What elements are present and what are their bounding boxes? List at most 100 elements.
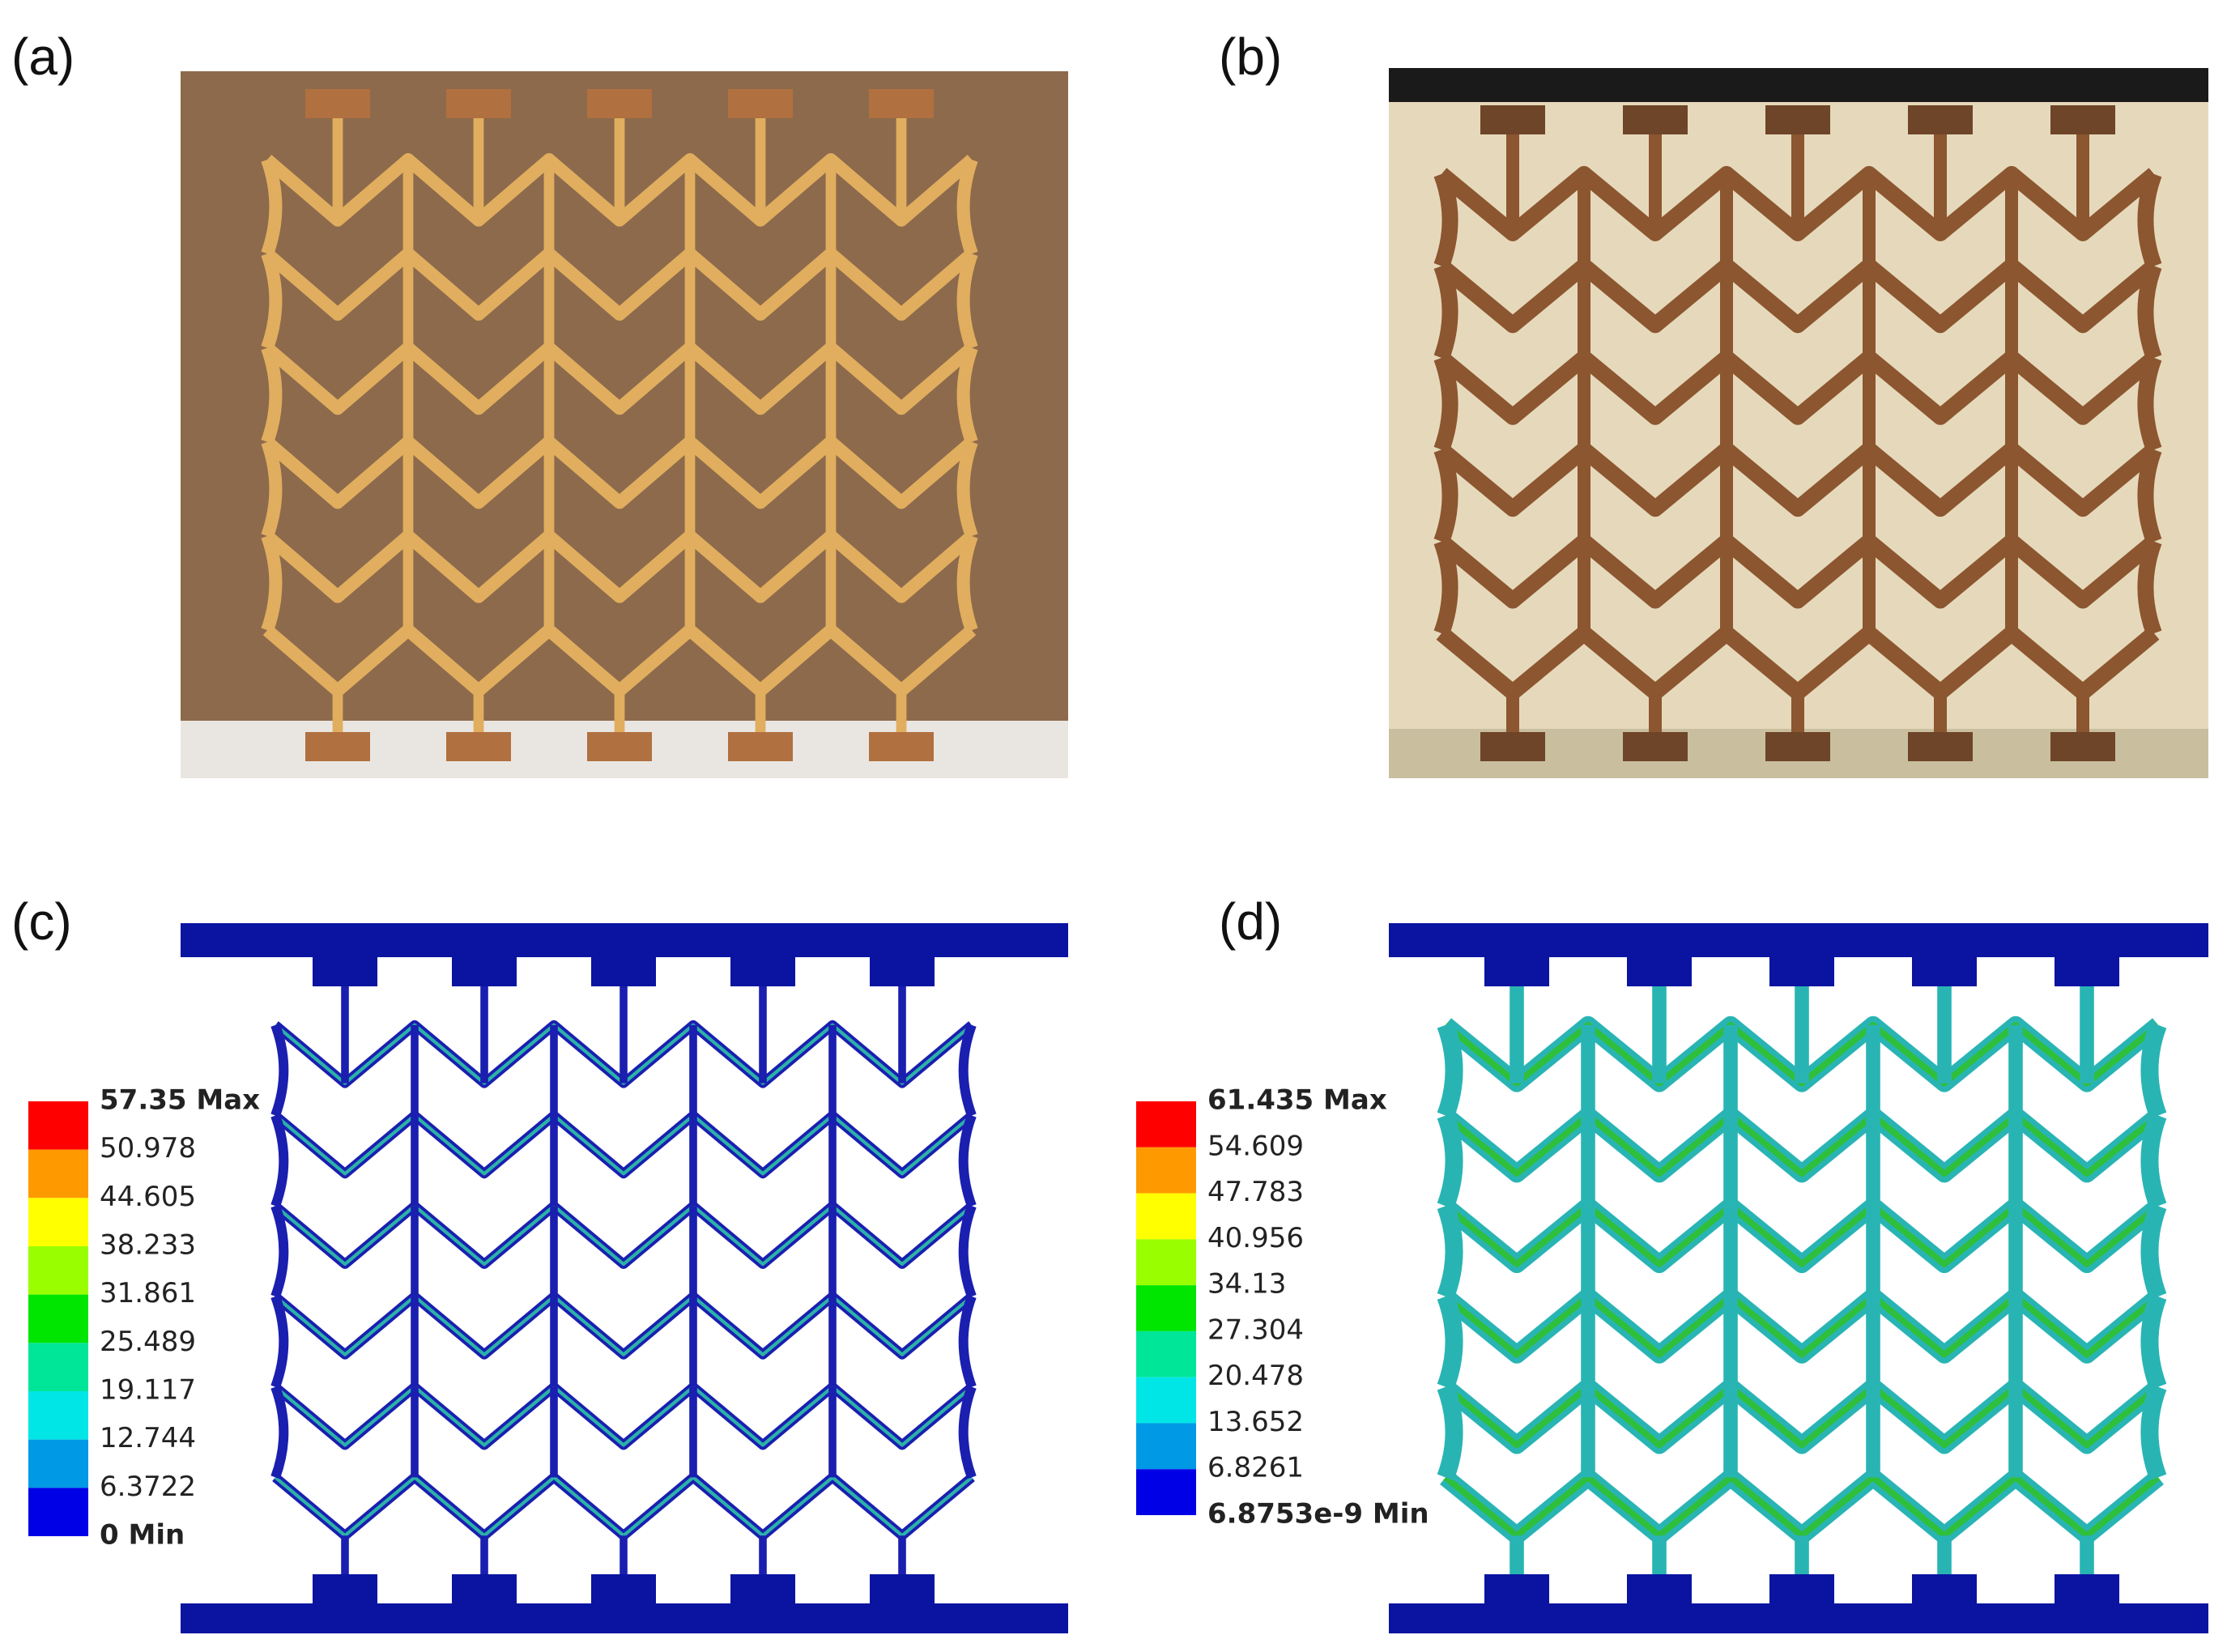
legend-label: 44.605 [100,1181,196,1213]
connector-block [591,957,656,986]
connector-block [2050,732,2115,761]
side-wall [1433,446,1458,545]
side-wall [956,157,978,257]
connector-block [730,1574,795,1603]
side-wall [956,251,978,351]
side-wall [1433,539,1458,637]
stress-band [1443,1383,2161,1449]
side-wall [270,1385,289,1480]
connector-block [313,957,377,986]
stress-band [274,1204,973,1267]
legend-label: 50.978 [100,1132,196,1164]
side-wall [956,440,978,539]
legend-swatch [28,1101,88,1150]
legend-swatch [28,1439,88,1488]
connector-block [1908,732,1973,761]
legend-label: 47.783 [1207,1176,1304,1208]
connector-block [313,1574,377,1603]
legend-label: 57.35 Max [100,1084,260,1117]
zigzag-beam [262,341,977,415]
bottom-plate [181,1603,1068,1633]
zigzag-beam [1436,533,2160,609]
legend-label: 25.489 [100,1326,196,1358]
connector-block [870,957,935,986]
panel-label: (d) [1219,892,1282,951]
side-wall [956,345,978,445]
legend-swatch [28,1391,88,1440]
connector-block [869,732,934,761]
connector-block [446,89,511,118]
side-wall [1437,1203,1463,1300]
side-wall [2137,171,2162,269]
side-wall [261,251,283,351]
connector-block [305,89,370,118]
connector-block [1765,732,1830,761]
legend-swatch [28,1488,88,1536]
panel-label: (b) [1219,28,1282,86]
side-wall [1437,1021,1463,1119]
stress-band [1443,1112,2161,1177]
fea-model [270,957,977,1603]
connector-block [869,89,934,118]
legend-label: 0 Min [100,1519,185,1552]
connector-block [446,732,511,761]
zigzag-beam [1436,349,2160,425]
connector-block [2055,1574,2119,1603]
side-wall [270,1113,289,1208]
top-plate [181,923,1068,957]
connector-block [1623,732,1688,761]
side-wall [2137,446,2162,545]
connector-block [452,957,517,986]
side-wall [2140,1112,2167,1210]
connector-block [728,732,793,761]
legend-label: 6.8261 [1207,1452,1304,1484]
side-wall [1437,1112,1463,1210]
side-wall [2140,1021,2167,1119]
side-wall [270,1294,289,1389]
connector-block [1480,732,1545,761]
side-wall [261,440,283,539]
legend-label: 6.3722 [100,1471,196,1503]
connector-block [1912,1574,1977,1603]
fea-model [1437,957,2167,1603]
side-wall [958,1023,977,1118]
connector-block [1627,957,1692,986]
side-wall [958,1294,977,1389]
side-wall [958,1204,977,1299]
connector-block [728,89,793,118]
side-wall [2137,355,2162,453]
connector-block [1484,1574,1549,1603]
legend-label: 40.956 [1207,1222,1304,1254]
specimen-photo [1433,105,2162,761]
connector-block [452,1574,517,1603]
connector-block [730,957,795,986]
legend-swatch [28,1149,88,1199]
side-wall [1433,262,1458,361]
side-wall [1433,355,1458,453]
legend-swatch [1136,1193,1196,1240]
connector-block [587,732,652,761]
legend-swatch [1136,1239,1196,1286]
side-wall [261,345,283,445]
side-wall [958,1385,977,1480]
panel-label: (c) [11,892,72,951]
legend-label: 27.304 [1207,1314,1304,1346]
connector-block [870,1574,935,1603]
connector-block [1484,957,1549,986]
legend-label: 13.652 [1207,1406,1304,1438]
side-wall [2137,262,2162,361]
side-wall [270,1204,289,1299]
side-wall [2140,1293,2167,1390]
connector-block [587,89,652,118]
zigzag-beam [262,247,977,321]
connector-block [1765,105,1830,134]
connector-block [2055,957,2119,986]
side-wall [261,534,283,632]
connector-block [305,732,370,761]
stress-band [274,1113,973,1176]
connector-block [591,1574,656,1603]
connector-block [2050,105,2115,134]
zigzag-beam [1436,441,2160,517]
side-wall [261,157,283,257]
side-wall [1437,1293,1463,1390]
